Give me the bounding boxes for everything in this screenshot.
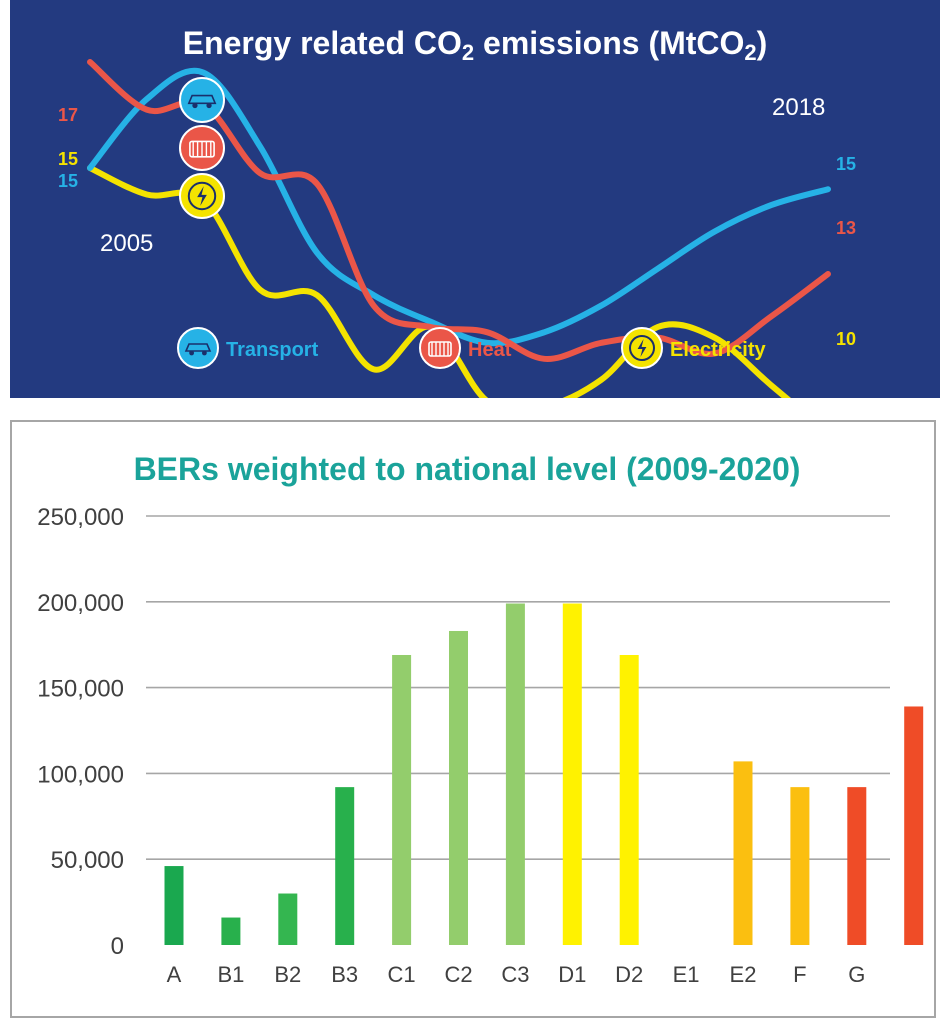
bar xyxy=(904,706,924,945)
legend-label-electricity: Electricity xyxy=(670,339,766,361)
start-value-electricity: 15 xyxy=(58,149,78,169)
series-line-transport xyxy=(87,67,831,347)
end-value-electricity: 10 xyxy=(836,329,856,349)
bar xyxy=(733,761,753,945)
radiator-icon xyxy=(179,125,225,171)
car-icon xyxy=(179,77,225,123)
x-tick-label: E2 xyxy=(730,962,757,987)
bar xyxy=(847,787,867,945)
y-tick-label: 200,000 xyxy=(37,590,124,617)
bar xyxy=(335,787,355,945)
x-tick-label: D1 xyxy=(558,962,586,987)
line-chart-title: Energy related CO2 emissions (MtCO2) xyxy=(183,25,768,65)
bar xyxy=(221,917,241,945)
x-tick-label: B2 xyxy=(274,962,301,987)
x-tick-label: C2 xyxy=(444,962,472,987)
car-icon xyxy=(177,327,219,369)
x-tick-label: B1 xyxy=(217,962,244,987)
x-tick-label: C1 xyxy=(388,962,416,987)
bar-grid: 0 50,000 100,000 150,000 200,000 250,000 xyxy=(37,504,890,960)
bar-chart-title: BERs weighted to national level (2009-20… xyxy=(134,451,801,487)
x-tick-label: C3 xyxy=(501,962,529,987)
end-value-heat: 13 xyxy=(836,218,856,238)
bar xyxy=(619,654,639,945)
bar xyxy=(278,893,298,945)
y-tick-label: 0 xyxy=(111,933,124,960)
co2-emissions-panel: Energy related CO2 emissions (MtCO2) 200… xyxy=(10,0,940,436)
start-value-transport: 15 xyxy=(58,171,78,191)
end-year-label: 2018 xyxy=(772,94,825,121)
x-tick-label: B3 xyxy=(331,962,358,987)
bar xyxy=(449,630,468,945)
x-tick-label: G xyxy=(848,962,865,987)
legend-label-transport: Transport xyxy=(226,339,319,361)
ber-panel: BERs weighted to national level (2009-20… xyxy=(10,420,936,1018)
start-value-heat: 17 xyxy=(58,105,78,125)
legend-item-electricity: Electricity xyxy=(621,327,766,369)
bar xyxy=(790,787,810,945)
y-tick-label: 250,000 xyxy=(37,504,124,531)
legend-label-heat: Heat xyxy=(468,339,512,361)
lightning-icon xyxy=(621,327,663,369)
legend-item-transport: Transport xyxy=(177,327,319,369)
co2-emissions-chart: Energy related CO2 emissions (MtCO2) 200… xyxy=(58,25,856,436)
legend-item-heat: Heat xyxy=(419,327,512,369)
ber-bar-chart: BERs weighted to national level (2009-20… xyxy=(37,451,924,987)
x-tick-label: D2 xyxy=(615,962,643,987)
y-tick-label: 100,000 xyxy=(37,761,124,788)
start-year-label: 2005 xyxy=(100,230,153,257)
line-legend: Transport Heat Electricity xyxy=(177,327,766,369)
radiator-icon xyxy=(419,327,461,369)
bar xyxy=(562,603,582,945)
x-tick-label: A xyxy=(167,962,182,987)
bar xyxy=(392,654,412,945)
x-axis-ticks: A B1 B2 B3 C1 C2 C3 D1 D2 E1 E2 F G xyxy=(167,962,866,987)
y-tick-label: 50,000 xyxy=(51,847,124,874)
bar xyxy=(164,866,184,945)
lightning-icon xyxy=(179,173,225,219)
x-tick-label: F xyxy=(793,962,806,987)
end-value-transport: 15 xyxy=(836,154,856,174)
y-tick-label: 150,000 xyxy=(37,676,124,703)
bar xyxy=(505,603,525,945)
bar-series xyxy=(164,603,924,945)
x-tick-label: E1 xyxy=(673,962,700,987)
